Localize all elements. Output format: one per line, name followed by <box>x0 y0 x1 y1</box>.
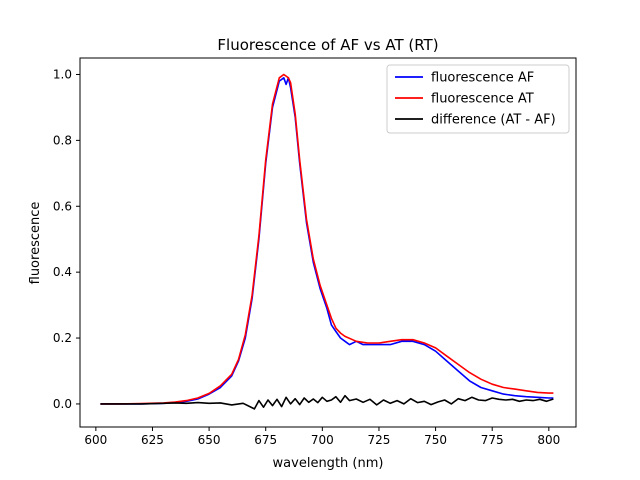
chart-title: Fluorescence of AF vs AT (RT) <box>217 36 438 54</box>
x-tick-label: 750 <box>424 433 447 447</box>
x-tick-label: 675 <box>254 433 277 447</box>
x-axis-label: wavelength (nm) <box>273 456 384 471</box>
y-tick-label: 0.6 <box>53 199 72 213</box>
y-axis-label: fluorescence <box>28 202 43 285</box>
series-layer <box>100 73 554 410</box>
legend-box <box>386 64 570 134</box>
x-tick-label: 700 <box>311 433 334 447</box>
legend-label: fluorescence AT <box>431 92 534 107</box>
legend-label: difference (AT - AF) <box>431 113 556 128</box>
legend: fluorescence AF fluorescence AT difference… <box>386 64 570 134</box>
y-tick-label: 1.0 <box>53 67 72 81</box>
y-tick-label: 0.8 <box>53 133 72 147</box>
x-tick-label: 800 <box>537 433 560 447</box>
ticks-layer: 600 625 650 675 700 725 750 775 800 0.0 0.2 0.4 0.6 0… <box>53 67 560 447</box>
x-tick-label: 725 <box>368 433 391 447</box>
series-line-2 <box>100 73 554 405</box>
legend-label: fluorescence AF <box>431 71 534 86</box>
x-tick-label: 650 <box>198 433 221 447</box>
x-tick-label: 625 <box>141 433 164 447</box>
series-line-3 <box>100 394 554 410</box>
plot-frame <box>79 57 577 428</box>
y-tick-label: 0.4 <box>53 265 72 279</box>
y-tick-label: 0.2 <box>53 331 72 345</box>
y-tick-label: 0.0 <box>53 397 72 411</box>
x-tick-label: 600 <box>84 433 107 447</box>
x-tick-label: 775 <box>481 433 504 447</box>
series-line-1 <box>100 77 554 405</box>
